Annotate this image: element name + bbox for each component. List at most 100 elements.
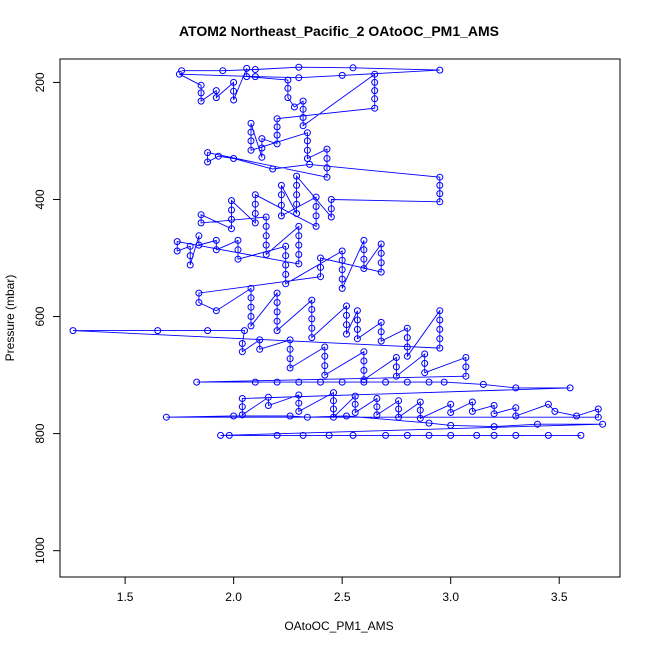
data-point <box>293 172 301 180</box>
data-point <box>293 200 301 208</box>
data-point <box>360 357 368 365</box>
data-point <box>343 412 350 420</box>
data-point <box>306 160 314 168</box>
data-point <box>293 181 301 189</box>
data-point <box>230 96 238 104</box>
data-point <box>490 431 498 439</box>
data-point <box>321 362 329 370</box>
data-point <box>247 294 255 302</box>
data-point <box>228 197 235 205</box>
data-point <box>212 94 220 102</box>
data-point <box>377 259 385 267</box>
data-point <box>212 246 220 254</box>
data-point <box>303 413 311 421</box>
data-point <box>594 405 602 413</box>
data-point <box>273 123 281 131</box>
data-point <box>258 135 266 143</box>
x-axis-label: OAtoOC_PM1_AMS <box>284 619 393 633</box>
data-point <box>247 128 255 136</box>
data-point <box>162 413 170 421</box>
data-point <box>308 315 316 323</box>
data-point <box>353 316 361 324</box>
data-point <box>217 431 225 439</box>
data-point <box>225 431 233 439</box>
data-point <box>284 76 292 84</box>
data-point <box>416 414 424 422</box>
data-point <box>371 87 379 95</box>
data-point <box>282 280 290 288</box>
data-point <box>338 71 346 79</box>
x-axis: 1.5 2.0 2.5 3.0 3.5 <box>117 577 568 604</box>
data-point <box>599 420 607 428</box>
data-point <box>308 334 316 342</box>
data-point <box>277 181 285 189</box>
data-point <box>338 266 346 274</box>
data-point <box>392 363 400 371</box>
data-point <box>262 213 270 221</box>
data-point <box>228 206 235 214</box>
x-tick-label: 1.5 <box>117 590 134 604</box>
data-point <box>321 343 329 351</box>
data-point <box>234 246 242 254</box>
data-point <box>173 238 181 246</box>
data-point <box>436 198 444 206</box>
data-point <box>247 284 255 292</box>
data-point <box>286 412 294 420</box>
data-point <box>403 431 411 439</box>
data-point <box>175 70 183 78</box>
data-point <box>490 410 498 418</box>
data-point <box>436 344 444 352</box>
data-point <box>273 289 281 297</box>
x-tick-label: 3.5 <box>551 590 568 604</box>
data-point <box>373 403 381 411</box>
data-point <box>238 411 246 419</box>
data-point <box>303 146 311 154</box>
data-point <box>382 431 390 439</box>
data-point <box>219 67 227 75</box>
data-point <box>204 149 212 157</box>
plot-frame <box>59 58 621 578</box>
data-point <box>312 212 320 220</box>
data-point <box>351 400 359 408</box>
data-point <box>360 236 368 244</box>
data-point <box>566 384 574 392</box>
data-point <box>238 403 246 411</box>
data-point <box>258 153 266 161</box>
data-point <box>317 263 324 271</box>
data-point <box>195 299 203 306</box>
data-point <box>186 252 194 260</box>
data-point <box>360 376 368 384</box>
data-point <box>230 87 238 95</box>
data-point <box>534 420 541 428</box>
data-point <box>360 255 368 263</box>
data-point <box>273 131 281 139</box>
data-point <box>312 203 320 210</box>
data-point <box>286 355 294 363</box>
data-point <box>303 137 311 145</box>
data-point <box>371 95 379 103</box>
data-point <box>204 327 212 335</box>
data-point <box>282 252 290 260</box>
data-point <box>212 307 220 315</box>
data-point <box>286 336 294 344</box>
data-point <box>264 402 272 409</box>
data-point <box>293 210 301 217</box>
x-tick-label: 2.5 <box>334 590 351 604</box>
data-point <box>247 146 255 154</box>
data-point <box>377 240 385 248</box>
data-point <box>512 404 520 412</box>
data-point <box>282 242 290 250</box>
series-lines <box>72 66 603 436</box>
data-point <box>234 236 242 244</box>
data-point <box>228 225 235 233</box>
data-point <box>317 254 324 262</box>
data-point <box>360 246 368 254</box>
data-point <box>544 400 552 408</box>
data-point <box>212 87 220 95</box>
data-point <box>416 398 424 406</box>
data-point <box>228 215 235 223</box>
data-point <box>295 241 303 249</box>
data-point <box>343 321 350 329</box>
data-point <box>338 256 346 264</box>
data-point <box>479 380 487 388</box>
